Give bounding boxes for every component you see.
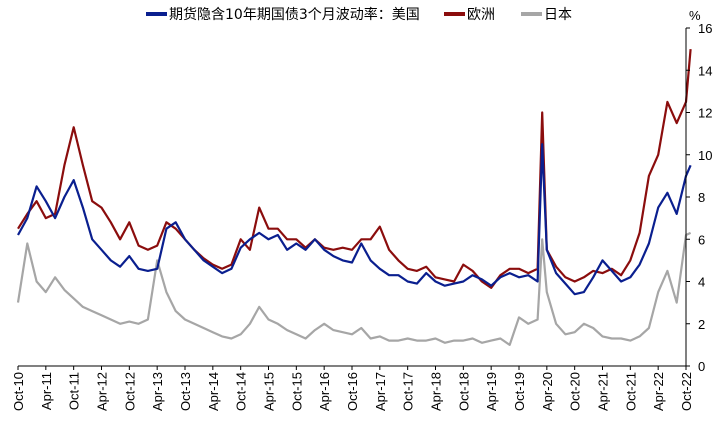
x-tick-label: Oct-22: [679, 372, 694, 411]
series-line-europe: [17, 49, 692, 289]
x-tick-label: Oct-19: [512, 372, 527, 411]
legend: 期货隐含10年期国债3个月波动率：美国 欧洲 日本: [146, 6, 572, 23]
y-tick-label: 16: [698, 21, 712, 36]
legend-label-us: 期货隐含10年期国债3个月波动率：美国: [169, 6, 420, 23]
series-line-japan: [16, 231, 692, 346]
y-tick-label: 2: [698, 317, 705, 332]
y-tick-label: 4: [698, 275, 705, 290]
x-tick-label: Oct-12: [122, 372, 137, 411]
x-tick-label: Oct-10: [11, 372, 26, 411]
x-tick-label: Apr-13: [150, 372, 165, 411]
x-tick-label: Apr-11: [39, 372, 54, 410]
x-tick-label: Oct-14: [234, 372, 249, 411]
y-tick-label: 14: [698, 63, 712, 78]
x-axis-ticks: Oct-10 Apr-11 Oct-11 Apr-12 Oct-12 Apr-13 Oct-…: [11, 366, 694, 411]
x-tick-label: Oct-17: [401, 372, 416, 411]
x-tick-label: Oct-20: [568, 372, 583, 411]
x-tick-label: Apr-15: [262, 372, 277, 411]
y-tick-label: 8: [698, 190, 705, 205]
x-tick-label: Apr-18: [429, 372, 444, 411]
x-tick-label: Oct-15: [289, 372, 304, 411]
y-tick-label: 0: [698, 359, 705, 374]
x-tick-label: Oct-13: [178, 372, 193, 411]
plot-lines: [16, 49, 692, 346]
y-tick-label: 12: [698, 106, 712, 121]
y-tick-label: 6: [698, 232, 705, 247]
x-tick-label: Apr-22: [651, 372, 666, 411]
y-axis-unit: %: [689, 8, 701, 23]
x-tick-label: Apr-21: [596, 372, 611, 411]
legend-label-japan: 日本: [544, 7, 572, 23]
y-axis-ticks: 0 2 4 6 8 10 12 14 16: [686, 21, 712, 374]
legend-label-europe: 欧洲: [467, 7, 495, 23]
x-tick-label: Apr-12: [95, 372, 110, 411]
x-tick-label: Apr-14: [206, 372, 221, 411]
x-tick-label: Apr-20: [540, 372, 555, 411]
x-tick-label: Oct-16: [345, 372, 360, 411]
x-tick-label: Oct-11: [67, 372, 82, 410]
x-tick-label: Apr-19: [484, 372, 499, 411]
x-tick-label: Apr-17: [373, 372, 388, 411]
x-tick-label: Apr-16: [317, 372, 332, 411]
x-tick-label: Oct-21: [623, 372, 638, 411]
series-line-us: [17, 143, 692, 296]
x-tick-label: Oct-18: [456, 372, 471, 411]
y-tick-label: 10: [698, 148, 712, 163]
